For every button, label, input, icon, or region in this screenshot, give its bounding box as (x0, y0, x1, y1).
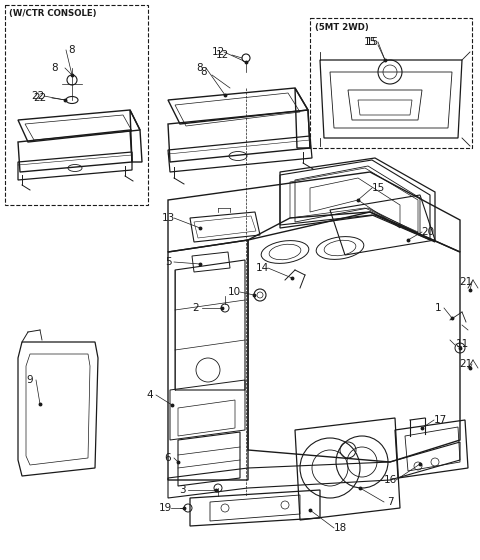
Text: 11: 11 (456, 339, 468, 349)
Text: 7: 7 (387, 497, 393, 507)
Text: 8: 8 (197, 63, 204, 73)
Text: 1: 1 (435, 303, 441, 313)
Text: (W/CTR CONSOLE): (W/CTR CONSOLE) (9, 9, 96, 18)
Text: 12: 12 (216, 50, 228, 60)
Text: 2: 2 (192, 303, 199, 313)
Text: (5MT 2WD): (5MT 2WD) (315, 23, 369, 32)
Text: 6: 6 (165, 453, 171, 463)
Text: 8: 8 (69, 45, 75, 55)
Text: 18: 18 (334, 523, 347, 533)
Bar (310, 18, 472, 148)
Text: 22: 22 (31, 91, 45, 101)
Text: 15: 15 (365, 37, 379, 47)
Text: 21: 21 (459, 359, 473, 369)
Text: 5: 5 (165, 257, 171, 267)
Text: 14: 14 (255, 263, 269, 273)
Text: 9: 9 (27, 375, 33, 385)
Text: 19: 19 (158, 503, 172, 513)
Text: 10: 10 (228, 287, 240, 297)
Text: 20: 20 (421, 227, 434, 237)
Text: 21: 21 (459, 277, 473, 287)
Text: 8: 8 (52, 63, 58, 73)
Text: 13: 13 (161, 213, 175, 223)
Text: 3: 3 (179, 485, 185, 495)
Text: 15: 15 (372, 183, 384, 193)
Text: 15: 15 (363, 37, 377, 47)
Text: 16: 16 (384, 475, 396, 485)
Text: 4: 4 (147, 390, 153, 400)
Text: 17: 17 (433, 415, 446, 425)
Text: 8: 8 (201, 67, 207, 77)
Bar (5, 5, 148, 205)
Text: 22: 22 (34, 93, 47, 103)
Text: 12: 12 (211, 47, 225, 57)
